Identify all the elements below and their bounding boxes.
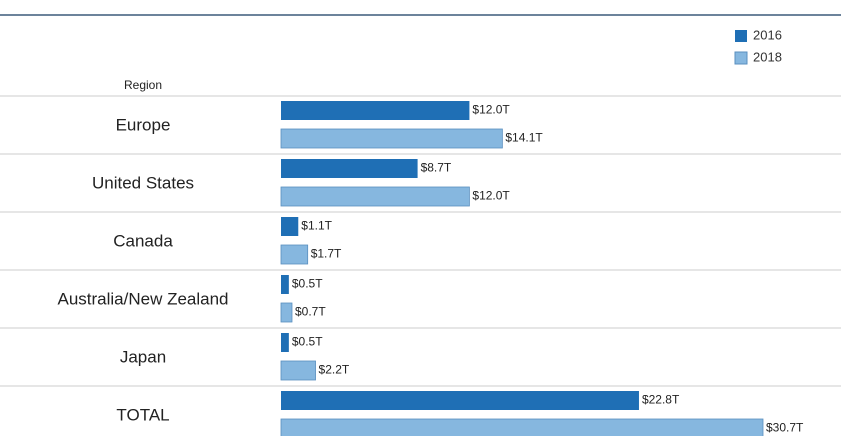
bar: [280, 302, 293, 323]
bar: [280, 360, 316, 381]
category-label: Europe: [116, 115, 171, 134]
bar: [281, 217, 299, 236]
category-label: Australia/New Zealand: [57, 289, 228, 308]
category-label: Canada: [113, 231, 173, 250]
legend-swatch: [735, 30, 747, 42]
value-label: $0.5T: [292, 277, 323, 291]
bar: [280, 128, 503, 149]
value-label: $8.7T: [421, 161, 452, 175]
legend-label: 2018: [753, 49, 782, 64]
category-label: United States: [92, 173, 194, 192]
value-label: $12.0T: [472, 189, 510, 203]
value-label: $2.2T: [319, 363, 350, 377]
bar: [281, 333, 289, 352]
value-label: $12.0T: [472, 103, 510, 117]
legend-label: 2016: [753, 27, 782, 42]
value-label: $0.5T: [292, 335, 323, 349]
bar: [280, 418, 764, 436]
category-label: Japan: [120, 347, 166, 366]
bar: [281, 275, 289, 294]
bar: [281, 159, 418, 178]
bar: [281, 391, 639, 410]
bar: [281, 101, 470, 120]
axis-label: Region: [124, 78, 162, 92]
value-label: $30.7T: [766, 421, 804, 435]
value-label: $14.1T: [505, 131, 543, 145]
bar: [280, 244, 309, 265]
legend-swatch: [734, 51, 748, 65]
bar: [280, 186, 470, 207]
category-label: TOTAL: [116, 405, 169, 424]
value-label: $22.8T: [642, 393, 680, 407]
value-label: $1.1T: [301, 219, 332, 233]
value-label: $0.7T: [295, 305, 326, 319]
value-label: $1.7T: [311, 247, 342, 261]
